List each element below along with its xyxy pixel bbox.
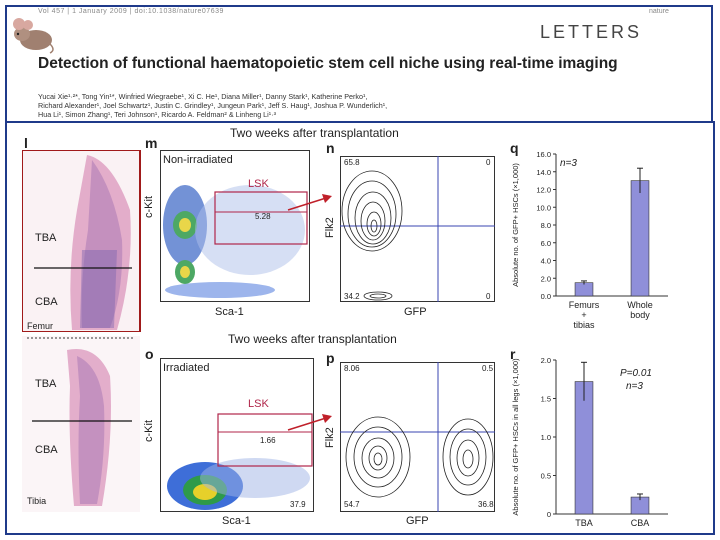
y-tick-label: 0 (547, 510, 551, 519)
non-irradiated-label: Non-irradiated (163, 154, 233, 166)
bar (630, 180, 650, 297)
flow-plot-o (160, 358, 314, 512)
category-label: Femurs + tibias (569, 300, 600, 330)
p-top-left-value: 8.06 (344, 364, 360, 373)
figure-frame (5, 121, 715, 535)
p-bottom-right-value: 36.8 (478, 500, 494, 509)
authors-line-2: Richard Alexander¹, Joel Schwartz¹, Just… (38, 101, 388, 110)
n-bottom-right-value: 0 (486, 292, 491, 301)
y-tick-label: 6.0 (541, 239, 551, 248)
category-label: Whole body (627, 300, 653, 320)
journal-citation: Vol 457 | 1 January 2009 | doi:10.1038/n… (38, 8, 224, 15)
flk2-axis-label-p: Flk2 (324, 427, 336, 448)
femur-tba-label: TBA (35, 232, 57, 244)
flow-plot-m (160, 150, 310, 302)
corner-value-o: 37.9 (290, 500, 306, 509)
n-top-left-value: 65.8 (344, 158, 360, 167)
panel-letter-n: n (326, 140, 335, 156)
p-bottom-left-value: 54.7 (344, 500, 360, 509)
sca1-axis-label-o: Sca-1 (222, 515, 251, 527)
panel-letter-o: o (145, 346, 154, 362)
arrow-icon-bottom (287, 414, 332, 431)
y-axis-label: Absolute no. of GFP+ HSCs (×1,000) (511, 163, 520, 287)
y-tick-label: 2.0 (541, 356, 551, 365)
authors-line-1: Yucai Xie¹·²*, Tong Yin¹*, Winfried Wieg… (38, 92, 368, 101)
y-tick-label: 8.0 (541, 221, 551, 230)
tibia-histology-image (22, 336, 140, 512)
y-tick-label: 12.0 (536, 186, 551, 195)
panel-letter-p: p (326, 350, 335, 366)
lsk-value-m: 5.28 (255, 212, 271, 221)
ckit-axis-label-o: c-Kit (143, 420, 155, 442)
bar-chart-q: 0.0 2.0 4.0 6.0 8.0 10.0 12.0 14.0 16.0 Absolute … (511, 150, 668, 330)
n-bottom-left-value: 34.2 (344, 292, 360, 301)
mouse-icon (13, 18, 54, 54)
author-list: Yucai Xie¹·²*, Tong Yin¹*, Winfried Wieg… (38, 92, 698, 119)
heading-bottom: Two weeks after transplantation (228, 332, 397, 346)
section-label: LETTERS (540, 22, 643, 42)
bar-chart-r: 0 0.5 1.0 1.5 2.0 Absolute no. of GFP+ HSCs i… (511, 356, 668, 528)
n-top-right-value: 0 (486, 158, 491, 167)
femur-label: Femur (27, 321, 54, 331)
y-axis-label: Absolute no. of GFP+ HSCs in all legs (×… (511, 358, 520, 516)
header-frame (5, 5, 713, 121)
gfp-axis-label-p: GFP (406, 515, 429, 527)
y-tick-label: 0.5 (541, 472, 551, 481)
y-tick-label: 0.0 (541, 292, 551, 301)
panel-letter-r: r (510, 346, 516, 362)
heading-top: Two weeks after transplantation (230, 126, 399, 140)
paper-title: Detection of functional haematopoietic s… (38, 55, 618, 72)
bar (574, 381, 594, 515)
y-tick-label: 1.0 (541, 433, 551, 442)
panel-letter-m: m (145, 135, 158, 151)
lsk-gate-label-bottom: LSK (248, 398, 269, 410)
tibia-label: Tibia (27, 496, 47, 506)
category-label: TBA (575, 518, 593, 528)
irradiated-label: Irradiated (163, 362, 210, 374)
category-label: CBA (631, 518, 650, 528)
flk2-axis-label-n: Flk2 (324, 217, 336, 238)
y-tick-label: 16.0 (536, 150, 551, 159)
annotation: P=0.01 (620, 368, 652, 379)
authors-line-3: Hua Li¹, Simon Zhang¹, Teri Johnson¹, Ri… (38, 110, 276, 119)
scatter-cloud-m (163, 185, 305, 298)
p-top-right-value: 0.5 (482, 364, 494, 373)
gfp-axis-label-n: GFP (404, 306, 427, 318)
femur-cba-label: CBA (35, 296, 58, 308)
lsk-gate-label-top: LSK (248, 178, 269, 190)
journal-logo: nature (649, 8, 669, 15)
sca1-axis-label-m: Sca-1 (215, 306, 244, 318)
contour-plot-n (340, 156, 495, 302)
annotation: n=3 (560, 158, 577, 169)
contour-plot-p (340, 362, 495, 512)
y-tick-label: 14.0 (536, 168, 551, 177)
y-tick-label: 2.0 (541, 274, 551, 283)
y-tick-label: 4.0 (541, 257, 551, 266)
lsk-value-o: 1.66 (260, 436, 276, 445)
y-tick-label: 10.0 (536, 203, 551, 212)
tibia-cba-label: CBA (35, 444, 58, 456)
y-tick-label: 1.5 (541, 395, 551, 404)
femur-histology-image (22, 150, 141, 332)
panel-letter-q: q (510, 140, 519, 156)
bar (574, 282, 594, 297)
ckit-axis-label-m: c-Kit (143, 196, 155, 218)
arrow-icon-top (287, 194, 332, 211)
annotation-2: n=3 (626, 381, 643, 392)
tibia-tba-label: TBA (35, 378, 57, 390)
panel-letter-l: l (24, 135, 28, 151)
